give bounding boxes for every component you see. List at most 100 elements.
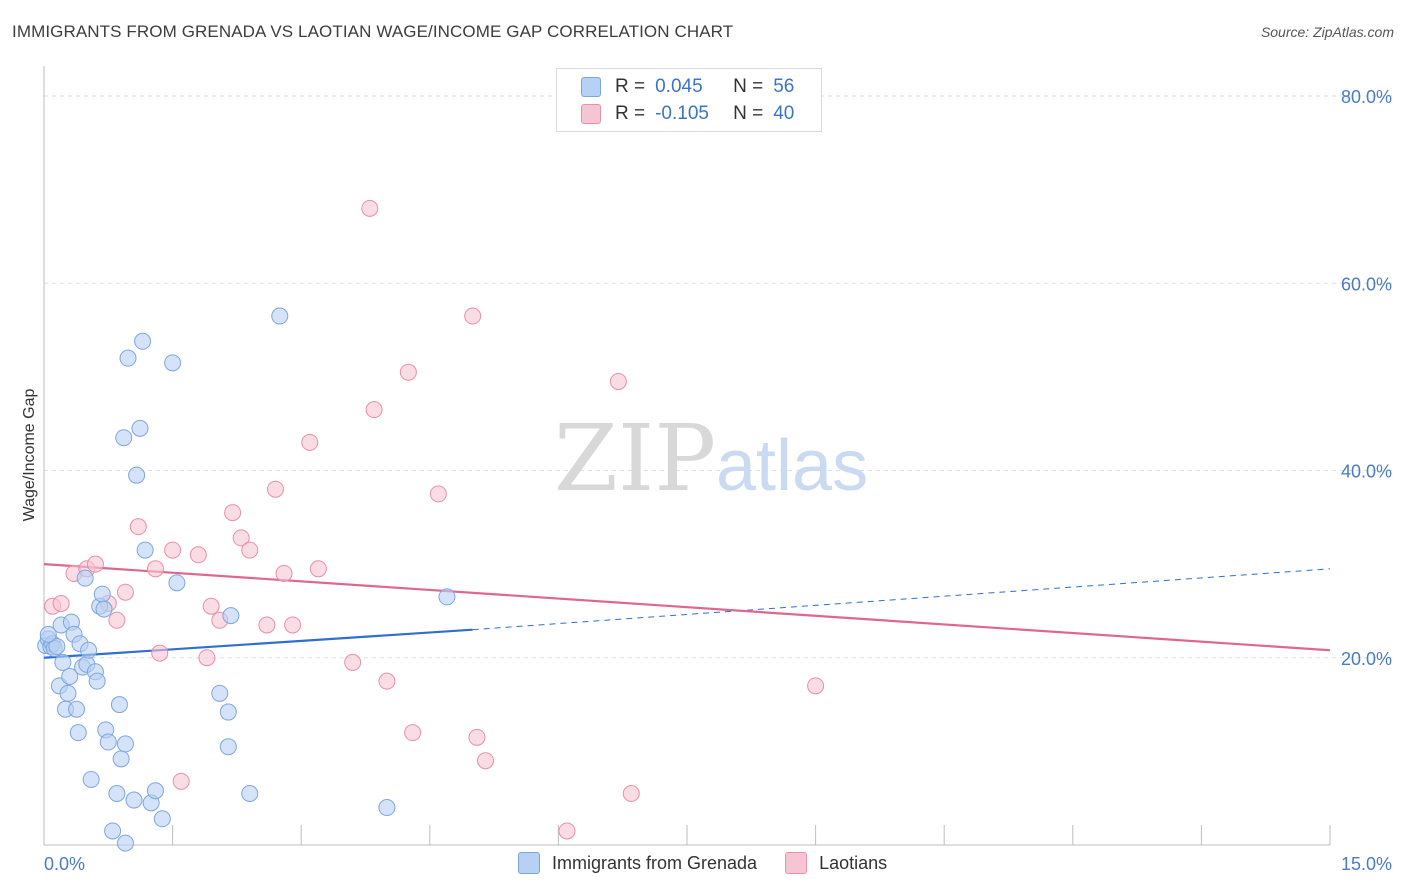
laotians-point	[558, 822, 576, 840]
y-tick-label: 60.0%	[1341, 274, 1392, 294]
laotians-point	[189, 546, 207, 564]
laotians-point	[477, 752, 495, 770]
grenada-point	[168, 574, 186, 592]
laotians-point	[464, 307, 482, 325]
grenada-point	[219, 738, 237, 756]
laotians-point	[309, 560, 327, 578]
laotians-point	[108, 611, 126, 629]
grenada-points	[37, 307, 456, 852]
axes	[43, 66, 1331, 846]
laotians-point	[198, 649, 216, 667]
laotians-point	[344, 653, 362, 671]
grenada-point	[116, 735, 134, 753]
grenada-point	[54, 653, 72, 671]
laotians-point	[146, 560, 164, 578]
grenada-point	[115, 429, 133, 447]
laotians-point	[202, 597, 220, 615]
series-swatch-pink	[785, 852, 808, 874]
grenada-point	[438, 588, 456, 606]
series-label-grenada: Immigrants from Grenada	[552, 852, 758, 873]
laotians-point	[241, 541, 259, 559]
watermark-atlas: atlas	[716, 426, 868, 506]
laotians-point	[609, 373, 627, 391]
legend-row-grenada: R = 0.045 N = 56	[581, 75, 794, 99]
laotians-point	[622, 785, 640, 803]
grenada-point	[241, 785, 259, 803]
grenada-point	[128, 466, 146, 484]
series-swatch-blue	[518, 852, 540, 874]
watermark-zip: ZIP	[554, 405, 716, 512]
grenada-point	[82, 770, 100, 788]
grenada-point	[104, 822, 122, 840]
series-label-laotians: Laotians	[819, 852, 888, 873]
grenada-point	[95, 600, 113, 618]
grenada-point	[39, 625, 57, 643]
grenada-point	[110, 696, 128, 714]
legend-n-label: N =	[733, 76, 764, 97]
legend-r-value: -0.105	[655, 103, 709, 124]
grenada-point	[222, 607, 240, 625]
grenada-point	[119, 349, 137, 367]
laotians-trend-line	[43, 563, 1331, 652]
grid-lines	[44, 95, 1392, 659]
grenada-point	[61, 667, 79, 685]
laotians-point	[365, 401, 383, 419]
laotians-point	[129, 518, 147, 536]
laotians-point	[378, 672, 396, 690]
series-legend-laotians: Laotians	[785, 852, 887, 874]
grenada-point	[131, 419, 149, 437]
legend-r-value: 0.045	[655, 76, 703, 97]
grenada-point	[134, 332, 152, 350]
x-tick-label-end: 15.0%	[1341, 854, 1392, 874]
grenada-point	[153, 810, 171, 828]
legend-swatch-blue	[581, 77, 601, 97]
grenada-point	[59, 684, 77, 702]
laotians-point	[86, 555, 104, 573]
series-legend: Immigrants from Grenada Laotians	[518, 852, 915, 874]
laotians-point	[429, 485, 447, 503]
grenada-point	[76, 569, 94, 587]
laotians-point	[172, 772, 190, 790]
grenada-trend-extension	[472, 568, 1331, 631]
tick-labels: 20.0% 40.0% 60.0% 80.0% 0.0% 15.0%	[44, 87, 1392, 874]
laotians-point	[232, 529, 250, 547]
grenada-point	[108, 785, 126, 803]
grenada-point	[136, 541, 154, 559]
legend-row-laotians: R = -0.105 N = 40	[581, 102, 794, 126]
y-tick-label: 80.0%	[1341, 87, 1392, 107]
grenada-point	[146, 782, 164, 800]
laotians-point	[275, 564, 293, 582]
chart-title: IMMIGRANTS FROM GRENADA VS LAOTIAN WAGE/…	[12, 22, 734, 41]
laotians-point	[468, 728, 486, 746]
y-axis-title: Wage/Income Gap	[21, 389, 38, 522]
laotians-point	[116, 583, 134, 601]
laotians-point	[224, 504, 242, 522]
laotians-point	[284, 616, 302, 634]
laotians-points	[44, 199, 825, 840]
grenada-point	[164, 354, 182, 372]
grenada-point	[271, 307, 289, 325]
y-tick-label: 40.0%	[1341, 462, 1392, 482]
correlation-legend: R = 0.045 N = 56 R = -0.105 N = 40	[556, 68, 822, 132]
laotians-point	[266, 480, 284, 498]
grenada-point	[68, 700, 86, 718]
grenada-point	[93, 585, 111, 603]
trend-lines	[43, 563, 1331, 659]
laotians-point	[361, 199, 379, 217]
laotians-point	[52, 594, 70, 612]
x-tick-label-start: 0.0%	[44, 854, 85, 874]
legend-swatch-pink	[581, 104, 601, 124]
laotians-point	[164, 541, 182, 559]
grenada-point	[69, 724, 87, 742]
grenada-point	[125, 791, 143, 809]
legend-r-label: R =	[615, 103, 646, 124]
grenada-point	[116, 834, 134, 852]
legend-n-value: 40	[773, 103, 795, 124]
grenada-point	[80, 641, 98, 659]
chart-source: Source: ZipAtlas.com	[1260, 24, 1394, 40]
laotians-point	[807, 677, 825, 695]
watermark: ZIP atlas	[554, 405, 868, 512]
legend-n-value: 56	[773, 76, 795, 97]
legend-n-label: N =	[733, 103, 764, 124]
